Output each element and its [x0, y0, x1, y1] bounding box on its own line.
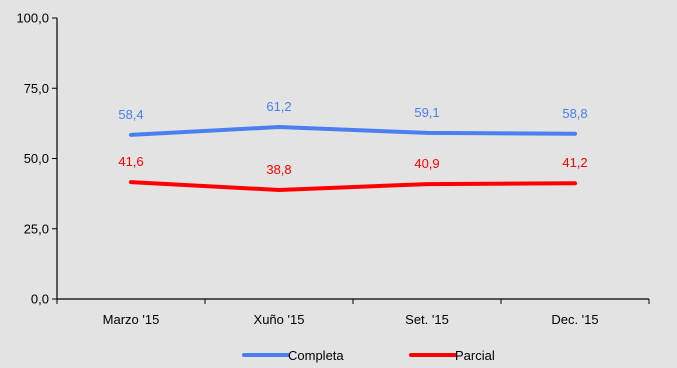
x-tick-label: Set. '15	[405, 312, 449, 327]
x-tick-label: Dec. '15	[551, 312, 598, 327]
x-tick-label: Xuño '15	[254, 312, 305, 327]
x-tick-label: Marzo '15	[103, 312, 160, 327]
data-label-completa: 59,1	[414, 105, 439, 120]
data-label-completa: 58,8	[562, 106, 587, 121]
legend-label-completa: Completa	[288, 348, 344, 363]
axes: 0,0 25,0 50,0 75,0 100,0 Marzo '15 Xuño '15 Set…	[16, 11, 650, 327]
y-tick-label: 25,0	[24, 221, 49, 236]
series-line-completa	[129, 125, 577, 137]
data-label-completa: 61,2	[266, 99, 291, 114]
series-layer: 58,4 61,2 59,1 58,8 41,6 38,8 40,9 41,2	[118, 99, 588, 192]
data-label-parcial: 41,2	[562, 155, 587, 170]
data-label-parcial: 40,9	[414, 156, 439, 171]
data-label-parcial: 41,6	[118, 154, 143, 169]
legend: Completa Parcial	[242, 348, 495, 363]
y-tick-label: 100,0	[16, 11, 49, 26]
y-tick-label: 0,0	[31, 292, 49, 307]
y-tick-label: 50,0	[24, 151, 49, 166]
data-label-completa: 58,4	[118, 107, 143, 122]
series-line-parcial	[129, 180, 577, 192]
legend-label-parcial: Parcial	[455, 348, 495, 363]
y-tick-label: 75,0	[24, 81, 49, 96]
data-label-parcial: 38,8	[266, 162, 291, 177]
